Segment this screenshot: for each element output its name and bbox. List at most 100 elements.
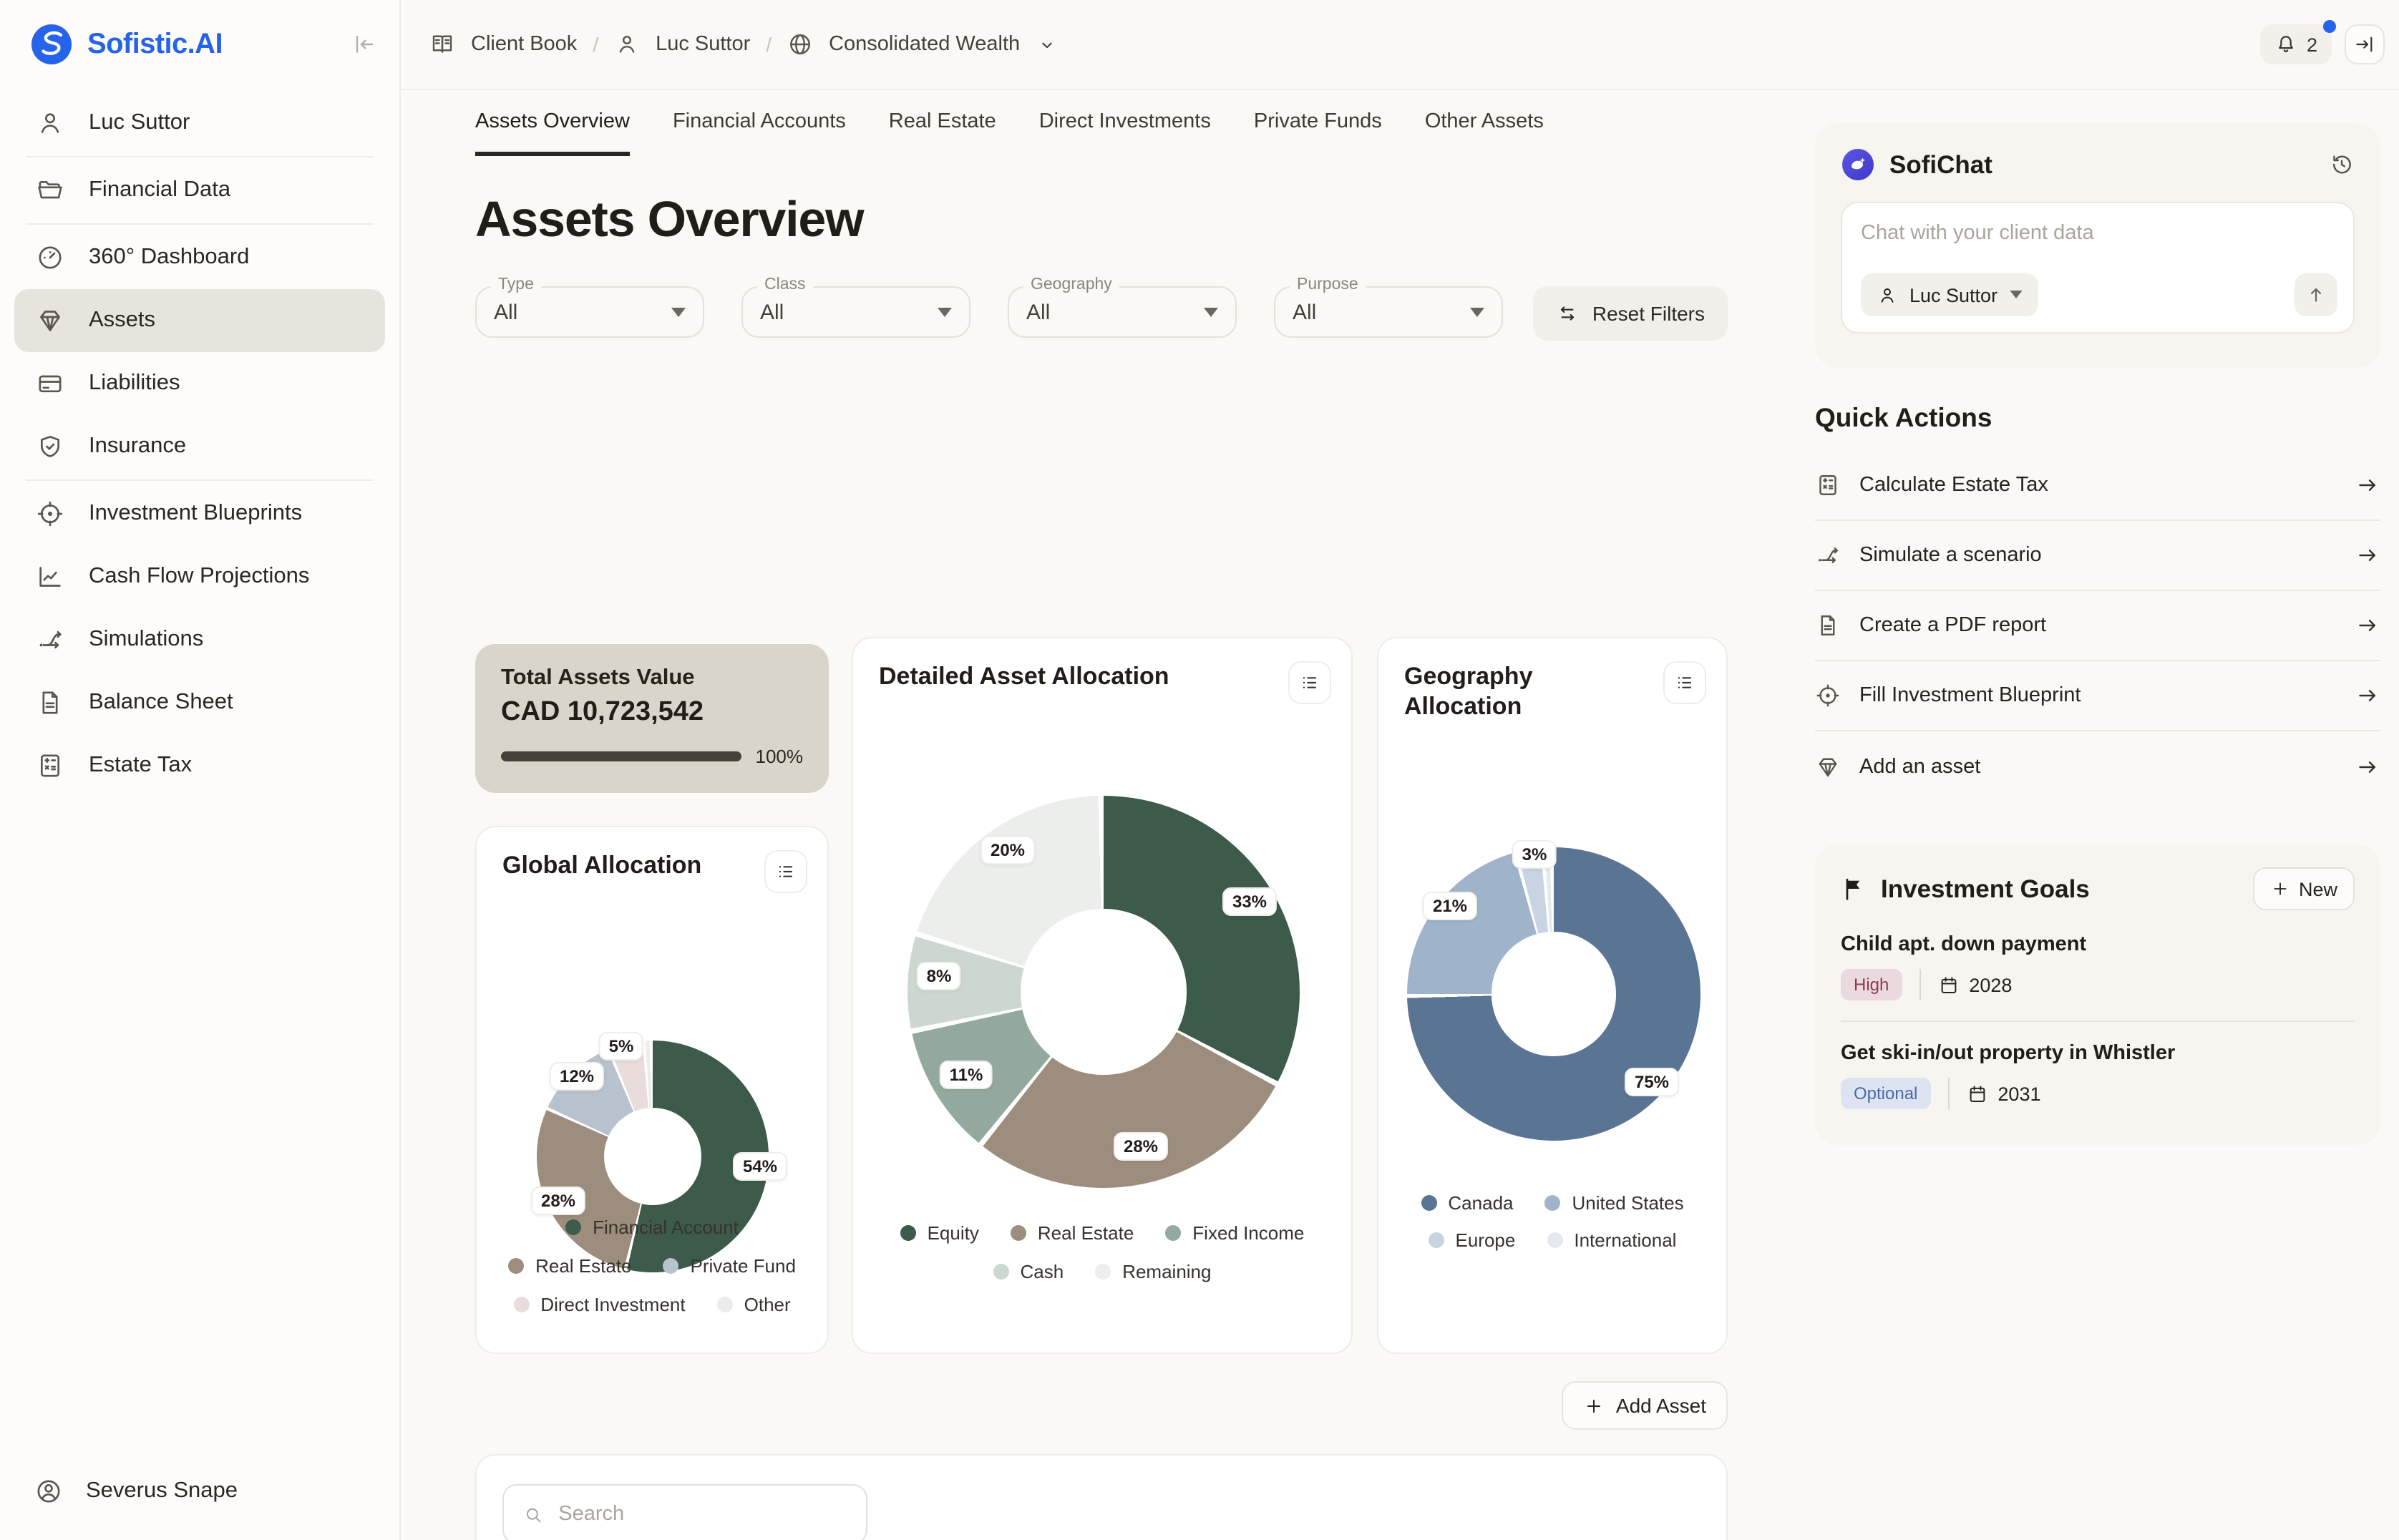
caret-down-icon bbox=[938, 307, 952, 316]
tab-financial-accounts[interactable]: Financial Accounts bbox=[672, 110, 846, 133]
tab-private-funds[interactable]: Private Funds bbox=[1253, 110, 1382, 133]
quick-action-label: Simulate a scenario bbox=[1859, 544, 2042, 567]
goal-item[interactable]: Child apt. down payment High 2028 bbox=[1841, 933, 2355, 1000]
quick-action-add-asset[interactable]: Add an asset bbox=[1815, 731, 2380, 801]
chat-input[interactable]: Chat with your client data Luc Suttor bbox=[1841, 202, 2355, 333]
tab-direct-investments[interactable]: Direct Investments bbox=[1038, 110, 1211, 133]
footer-user-name: Severus Snape bbox=[86, 1478, 238, 1503]
credit-card-icon bbox=[39, 375, 62, 393]
progress-bar bbox=[501, 751, 741, 761]
plus-icon bbox=[2274, 882, 2287, 895]
tab-real-estate[interactable]: Real Estate bbox=[888, 110, 996, 133]
sidebar-item-label: Financial Data bbox=[89, 177, 231, 202]
arrow-right-icon bbox=[2359, 690, 2375, 701]
reset-filters-button[interactable]: Reset Filters bbox=[1533, 286, 1728, 341]
search-input[interactable] bbox=[558, 1503, 847, 1526]
chart-legend: Real Estate Private Fund bbox=[477, 1255, 827, 1277]
chart-legend-toggle-button[interactable] bbox=[1288, 661, 1331, 704]
chart-legend-toggle-button[interactable] bbox=[1663, 661, 1706, 704]
table-search[interactable] bbox=[502, 1484, 867, 1540]
arrow-up-icon bbox=[2310, 288, 2322, 302]
chat-client-selector[interactable]: Luc Suttor bbox=[1861, 273, 2038, 316]
breadcrumb-client-name[interactable]: Luc Suttor bbox=[656, 33, 751, 56]
shuffle-icon bbox=[39, 630, 62, 649]
quick-action-calculate-estate-tax[interactable]: Calculate Estate Tax bbox=[1815, 451, 2380, 521]
chart-legend: Financial Account bbox=[477, 1217, 827, 1238]
chevron-down-icon[interactable] bbox=[1036, 34, 1057, 55]
filter-purpose[interactable]: Purpose All bbox=[1274, 276, 1503, 338]
tab-assets-overview[interactable]: Assets Overview bbox=[475, 110, 630, 156]
calendar-icon bbox=[1941, 976, 1956, 993]
brand-logo-icon bbox=[29, 21, 74, 67]
notifications-button[interactable]: 2 bbox=[2260, 20, 2336, 64]
donut-label: 28% bbox=[530, 1186, 586, 1215]
chart-legend: Europe International bbox=[1378, 1229, 1726, 1251]
sidebar-collapse-icon[interactable] bbox=[351, 31, 376, 57]
priority-badge: High bbox=[1841, 969, 1902, 1000]
sidebar-item-investment-blueprints[interactable]: Investment Blueprints bbox=[14, 482, 385, 545]
detailed-allocation-donut[interactable] bbox=[907, 796, 1300, 1188]
crosshair-icon bbox=[37, 501, 63, 527]
add-asset-button[interactable]: Add Asset bbox=[1561, 1381, 1728, 1430]
legend-item: International bbox=[1547, 1229, 1676, 1251]
flag-icon bbox=[1846, 878, 1860, 900]
sidebar-item-insurance[interactable]: Insurance bbox=[14, 415, 385, 478]
filter-type[interactable]: Type All bbox=[475, 276, 704, 338]
filter-label: Class bbox=[757, 276, 813, 293]
sidebar-item-balance-sheet[interactable]: Balance Sheet bbox=[14, 671, 385, 734]
legend-item: Fixed Income bbox=[1165, 1222, 1304, 1244]
quick-action-label: Create a PDF report bbox=[1859, 614, 2047, 637]
history-icon[interactable] bbox=[2329, 152, 2355, 177]
collapse-panel-button[interactable] bbox=[2345, 24, 2385, 64]
legend-item: Real Estate bbox=[1010, 1222, 1134, 1244]
arrow-to-line-icon bbox=[2356, 36, 2373, 52]
donut-label: 5% bbox=[598, 1032, 644, 1061]
sidebar-item-simulations[interactable]: Simulations bbox=[14, 608, 385, 671]
sidebar-footer-user[interactable]: Severus Snape bbox=[34, 1477, 238, 1506]
line-chart-icon bbox=[39, 567, 61, 587]
notification-dot bbox=[2323, 20, 2336, 33]
add-asset-label: Add Asset bbox=[1615, 1394, 1706, 1417]
list-icon bbox=[779, 866, 793, 877]
total-assets-title: Total Assets Value bbox=[501, 666, 695, 690]
breadcrumb-portfolio[interactable]: Consolidated Wealth bbox=[829, 33, 1021, 56]
sidebar-item-360-dashboard[interactable]: 360° Dashboard bbox=[14, 226, 385, 289]
file-text-icon bbox=[42, 691, 58, 714]
plus-icon bbox=[1587, 1398, 1601, 1413]
quick-action-fill-investment-blueprint[interactable]: Fill Investment Blueprint bbox=[1815, 661, 2380, 731]
filter-value: All bbox=[1026, 300, 1051, 324]
gem-icon bbox=[1819, 757, 1837, 776]
goal-meta: High 2028 bbox=[1841, 969, 2355, 1000]
donut-label: 28% bbox=[1113, 1132, 1169, 1161]
legend-item: Canada bbox=[1421, 1192, 1514, 1214]
chat-send-button[interactable] bbox=[2295, 273, 2337, 316]
book-icon bbox=[432, 35, 452, 53]
quick-action-simulate-scenario[interactable]: Simulate a scenario bbox=[1815, 521, 2380, 591]
goal-item[interactable]: Get ski-in/out property in Whistler Opti… bbox=[1841, 1042, 2355, 1109]
user-circle-icon bbox=[37, 1480, 60, 1503]
caret-down-icon bbox=[2009, 291, 2022, 299]
global-allocation-card: Global Allocation 54% 28% 12% 5% Financi… bbox=[475, 826, 829, 1354]
donut-labels: 75% 21% 3% bbox=[1407, 840, 1700, 1141]
breadcrumb: Client Book / Luc Suttor / Consolidated … bbox=[429, 31, 1057, 57]
breadcrumb-client-book[interactable]: Client Book bbox=[471, 33, 578, 56]
breadcrumb-separator: / bbox=[766, 33, 772, 56]
filter-class[interactable]: Class All bbox=[741, 276, 970, 338]
divider bbox=[1919, 969, 1921, 1000]
sidebar-item-client[interactable]: Luc Suttor bbox=[14, 92, 385, 155]
sidebar-item-label: Insurance bbox=[89, 434, 187, 458]
filter-geography[interactable]: Geography All bbox=[1008, 276, 1237, 338]
sidebar-item-financial-data[interactable]: Financial Data bbox=[14, 159, 385, 222]
total-assets-card: Total Assets Value CAD 10,723,542 100% bbox=[475, 644, 829, 793]
sidebar-item-liabilities[interactable]: Liabilities bbox=[14, 352, 385, 415]
chart-legend-toggle-button[interactable] bbox=[764, 850, 807, 893]
new-goal-button[interactable]: New bbox=[2252, 867, 2355, 910]
tab-other-assets[interactable]: Other Assets bbox=[1424, 110, 1544, 133]
sidebar-item-estate-tax[interactable]: Estate Tax bbox=[14, 734, 385, 797]
goal-year: 2028 bbox=[1937, 974, 2012, 995]
chart-title: Detailed Asset Allocation bbox=[879, 663, 1169, 690]
quick-action-create-pdf-report[interactable]: Create a PDF report bbox=[1815, 591, 2380, 661]
sidebar-item-assets[interactable]: Assets bbox=[14, 289, 385, 352]
donut-label: 3% bbox=[1512, 840, 1557, 869]
sidebar-item-cash-flow-projections[interactable]: Cash Flow Projections bbox=[14, 545, 385, 608]
